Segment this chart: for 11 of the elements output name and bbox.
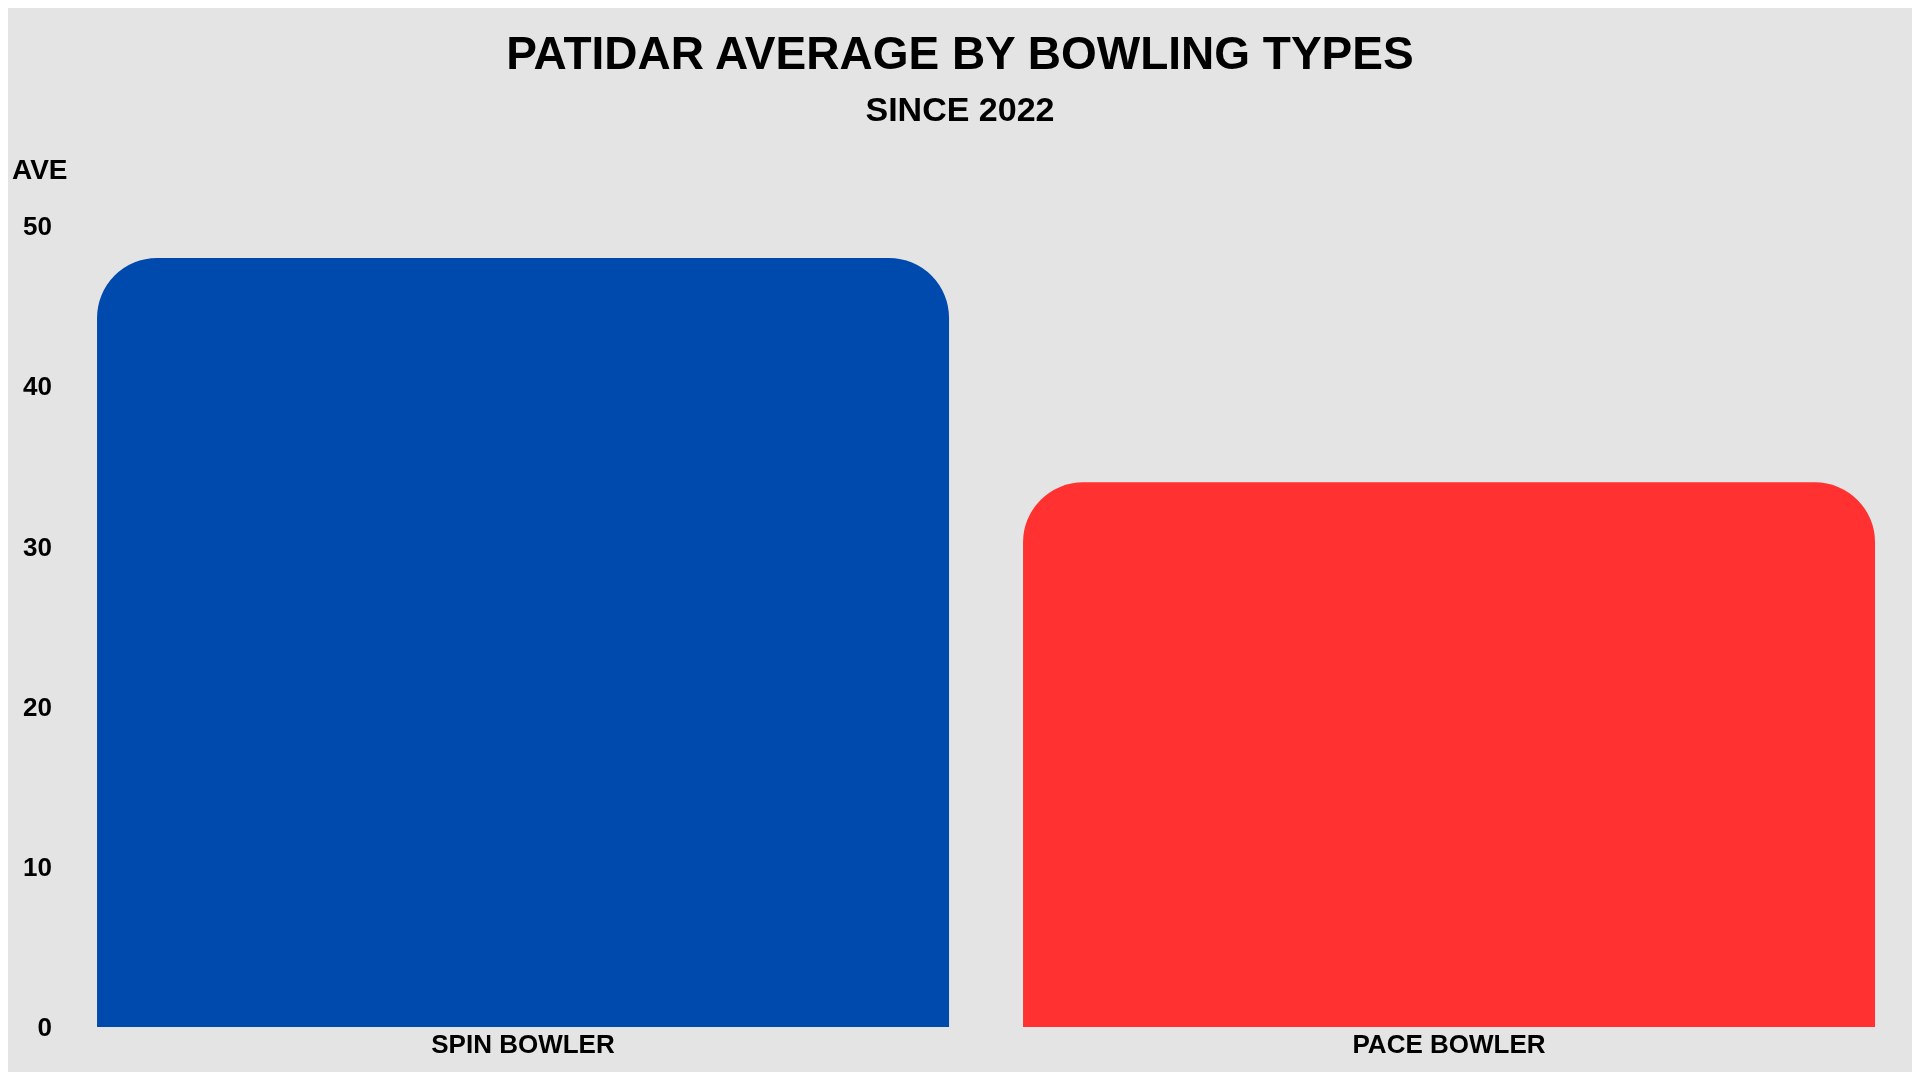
y-tick-label: 10: [23, 852, 52, 883]
chart-title: PATIDAR AVERAGE BY BOWLING TYPES: [505, 26, 1415, 80]
y-tick-label: 0: [37, 1012, 52, 1043]
y-tick-label: 30: [23, 531, 52, 562]
chart-subtitle: SINCE 2022: [864, 90, 1056, 129]
x-tick-label: PACE BOWLER: [1352, 1029, 1546, 1060]
y-axis-title: AVE: [12, 154, 68, 186]
y-tick-label: 40: [23, 371, 52, 402]
y-tick-label: 50: [23, 211, 52, 242]
x-tick-label: SPIN BOWLER: [431, 1029, 615, 1060]
y-tick-label: 20: [23, 691, 52, 722]
